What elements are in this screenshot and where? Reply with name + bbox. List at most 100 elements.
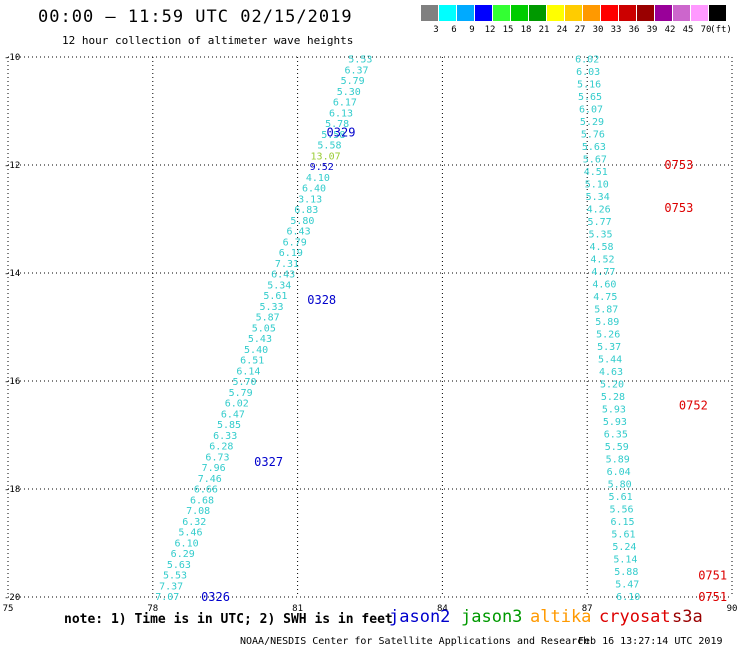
wave-height-value: 5.29: [580, 117, 604, 128]
scale-swatch: [565, 5, 582, 21]
pass-labels: 0329 0328 0327 0326 0753 0753 0752 0751 0751: [201, 126, 727, 604]
wave-height-value: 5.63: [582, 142, 606, 153]
legend-item-s3a: s3a: [672, 607, 703, 627]
scale-unit: (ft): [710, 25, 732, 35]
lon-tick-label: 81: [292, 604, 303, 613]
lat-tick-label: -16: [4, 377, 20, 387]
wave-height-value: 3.13: [298, 194, 322, 205]
pass-label: 0751: [698, 568, 727, 582]
wave-height-value: 7.31: [275, 259, 299, 270]
wave-height-value: 6.66: [194, 485, 218, 496]
header: 00:00 – 11:59 UTC 02/15/2019 12 hour col…: [0, 0, 740, 56]
lat-tick-label: -14: [4, 269, 20, 279]
scale-label: 12: [484, 25, 496, 35]
wave-height-value: 6.04: [607, 467, 631, 478]
legend-item-altika: altika: [530, 607, 592, 627]
scale-swatch: [619, 5, 636, 21]
wave-height-value: 7.46: [198, 474, 222, 485]
wave-height-value: 6.10: [616, 592, 640, 603]
wave-height-value: 5.35: [589, 230, 613, 241]
wave-height-value: 4.58: [589, 242, 613, 253]
legend-item-jason2: jason2: [389, 607, 451, 627]
wave-height-value: 5.56: [610, 505, 634, 516]
wave-height-value: 6.13: [329, 108, 353, 119]
wave-height-value: 5.14: [613, 555, 637, 566]
wave-height-value: 6.79: [283, 237, 307, 248]
pass-label: 0752: [679, 398, 708, 412]
wave-height-value: 6.29: [171, 549, 195, 560]
wave-height-value: 5.10: [585, 180, 609, 191]
wave-height-value: 4.63: [599, 367, 623, 378]
wave-height-value: 4.77: [591, 267, 615, 278]
scale-label: 6: [451, 25, 457, 35]
pass-label: 0753: [664, 158, 693, 172]
wave-height-value: 5.61: [609, 492, 633, 503]
pass-label: 0751: [698, 590, 727, 604]
wave-height-value: 7.08: [186, 506, 210, 517]
wave-height-value: 5.61: [611, 530, 635, 541]
wave-height-value: 5.61: [263, 291, 287, 302]
scale-label: 30: [592, 25, 604, 35]
wave-height-value: 5.16: [577, 80, 601, 91]
wave-height-value: 6.35: [604, 430, 628, 441]
lon-tick-label: 87: [582, 604, 593, 613]
wave-height-value: 5.26: [596, 330, 620, 341]
wave-height-value: 6.43: [287, 227, 311, 238]
wave-height-value: 13.07: [311, 151, 341, 162]
scale-swatch: [673, 5, 690, 21]
scale-label: 18: [520, 25, 532, 35]
scale-label: 70: [700, 25, 712, 35]
wave-height-value: 6.40: [302, 184, 326, 195]
wave-height-value: 5.67: [583, 155, 607, 166]
wave-height-value: 9.52: [310, 162, 334, 173]
wave-height-value: 5.79: [229, 388, 253, 399]
page-subtitle: 12 hour collection of altimeter wave hei…: [62, 34, 354, 47]
lon-tick-label: 75: [3, 604, 14, 613]
wave-height-value: 5.24: [612, 542, 636, 553]
lon-tick-label: 78: [147, 604, 158, 613]
scale-label: 9: [469, 25, 475, 35]
track-values: 5.536.375.795.306.176.135.785.585.5813.0…: [155, 55, 640, 603]
pass-label: 0328: [307, 293, 336, 307]
wave-height-value: 6.02: [225, 399, 249, 410]
scale-label: 15: [502, 25, 514, 35]
wave-height-value: 5.20: [600, 380, 624, 391]
wave-height-value: 6.10: [175, 538, 199, 549]
wave-height-value: 5.05: [252, 323, 276, 334]
scale-swatch: [475, 5, 492, 21]
wave-height-value: 5.47: [615, 580, 639, 591]
credit-text: NOAA/NESDIS Center for Satellite Applica…: [240, 636, 590, 647]
wave-height-value: 6.14: [236, 366, 260, 377]
wave-height-value: 6.17: [333, 98, 357, 109]
wave-height-value: 5.53: [348, 55, 372, 66]
scale-label: 45: [682, 25, 694, 35]
wave-height-value: 6.68: [190, 495, 214, 506]
scale-label: 24: [556, 25, 568, 35]
scale-swatch: [421, 5, 438, 21]
scale-label: 39: [646, 25, 658, 35]
scale-swatch: [511, 5, 528, 21]
wave-height-value: 5.70: [232, 377, 256, 388]
wave-height-value: 5.87: [594, 305, 618, 316]
scale-swatch: [655, 5, 672, 21]
scale-swatch: [637, 5, 654, 21]
wave-height-value: 5.33: [259, 302, 283, 313]
wave-height-value: 5.53: [163, 571, 187, 582]
pass-label: 0327: [254, 455, 283, 469]
map-grid: [7, 56, 733, 598]
wave-height-value: 5.30: [337, 87, 361, 98]
wave-height-value: 6.28: [209, 442, 233, 453]
wave-height-value: 5.77: [588, 217, 612, 228]
wave-height-value: 5.80: [290, 216, 314, 227]
wave-height-value: 7.07: [155, 592, 179, 603]
wave-height-value: 4.26: [587, 205, 611, 216]
scale-swatch: [457, 5, 474, 21]
lon-tick-label: 84: [437, 604, 448, 613]
wave-height-value: 4.60: [592, 280, 616, 291]
scale-label: 42: [664, 25, 676, 35]
scale-swatch: [547, 5, 564, 21]
wave-height-value: 5.59: [605, 442, 629, 453]
wave-height-value: 6.33: [213, 431, 237, 442]
wave-height-value: 5.89: [595, 317, 619, 328]
wave-height-value: 5.37: [597, 342, 621, 353]
